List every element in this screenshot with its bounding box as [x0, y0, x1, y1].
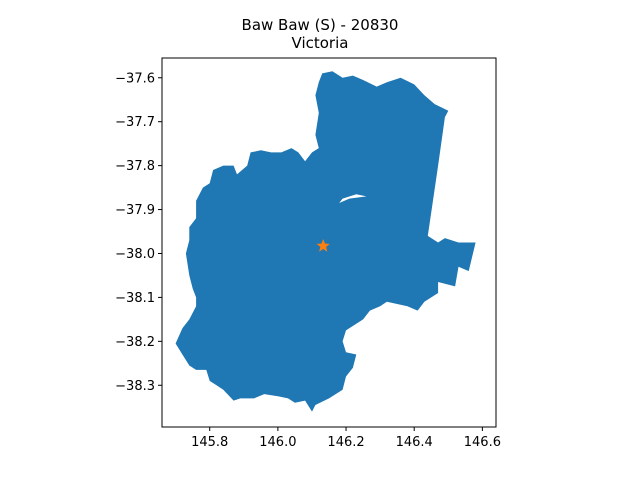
x-tick-label: 146.0	[259, 435, 296, 450]
x-tick-label: 145.8	[191, 435, 228, 450]
y-tick-label: −37.7	[115, 115, 155, 130]
y-tick-label: −38.1	[115, 291, 155, 306]
y-tick-label: −37.8	[115, 159, 155, 174]
x-tick-label: 146.6	[464, 435, 501, 450]
y-axis-ticks: −37.6 −37.7 −37.8 −37.9 −38.0 −38.1 −38.2 −38.3	[115, 71, 162, 394]
chart-title-line2: Victoria	[291, 34, 349, 52]
x-axis-ticks: 145.8 146.0 146.2 146.4 146.6	[191, 427, 501, 450]
y-tick-label: −38.2	[115, 335, 155, 350]
chart-title-line1: Baw Baw (S) - 20830	[241, 16, 399, 34]
marker-layer	[316, 239, 330, 252]
region-layer	[175, 71, 476, 412]
x-tick-label: 146.4	[396, 435, 433, 450]
y-tick-label: −37.9	[115, 203, 155, 218]
x-tick-label: 146.2	[327, 435, 364, 450]
region-boundary	[175, 71, 476, 412]
centroid-star-marker	[316, 239, 330, 252]
y-tick-label: −38.3	[115, 379, 155, 394]
y-tick-label: −37.6	[115, 71, 155, 86]
y-tick-label: −38.0	[115, 247, 155, 262]
axes-frame	[161, 57, 497, 428]
